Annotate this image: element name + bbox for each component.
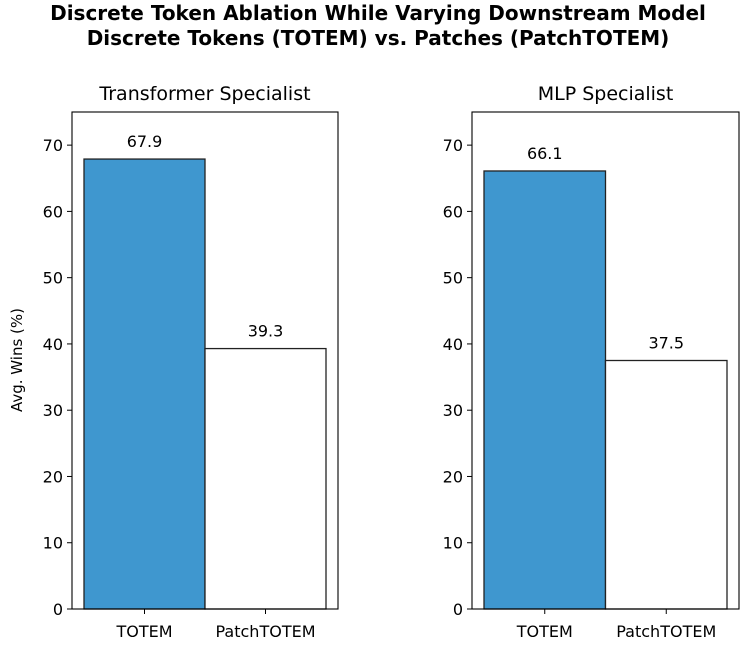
y-tick-label: 50	[443, 269, 463, 288]
x-tick-label: PatchTOTEM	[616, 622, 716, 641]
y-tick-label: 20	[43, 467, 63, 486]
data-label: 37.5	[648, 334, 684, 353]
subplot-title: MLP Specialist	[538, 83, 674, 105]
y-tick-label: 30	[443, 401, 463, 420]
y-tick-label: 0	[453, 600, 463, 619]
panel-mlp-specialist: MLP Specialist 66.1 TOTEM 37.5 PatchTOTEM 0 10…	[443, 83, 740, 641]
y-tick-label: 40	[443, 335, 463, 354]
y-tick-label: 70	[43, 136, 63, 155]
bar-patchtotem	[604, 359, 728, 610]
panel-transformer-specialist: Transformer Specialist 67.9 TOTEM 39.3 Patch…	[43, 83, 339, 641]
y-tick-label: 10	[43, 534, 63, 553]
y-tick-label: 30	[43, 401, 63, 420]
x-tick-label: PatchTOTEM	[216, 622, 316, 641]
y-tick-label: 50	[43, 269, 63, 288]
axes-frame	[71, 111, 339, 610]
y-tick-label: 10	[443, 534, 463, 553]
y-tick-label: 60	[443, 202, 463, 221]
subplot-title: Transformer Specialist	[98, 83, 310, 105]
y-tick-label: 20	[443, 467, 463, 486]
y-tick-label: 60	[43, 202, 63, 221]
data-label: 66.1	[527, 144, 563, 163]
figure-title-line1: Discrete Token Ablation While Varying Do…	[50, 1, 706, 25]
figure-title-line2: Discrete Tokens (TOTEM) vs. Patches (Pat…	[87, 26, 670, 50]
y-tick-label: 70	[443, 136, 463, 155]
x-tick-label: TOTEM	[115, 622, 172, 641]
y-tick-label: 40	[43, 335, 63, 354]
y-axis-label: Avg. Wins (%)	[8, 308, 26, 412]
bar-totem	[83, 158, 206, 610]
data-label: 39.3	[248, 322, 284, 341]
axes-frame	[471, 111, 740, 610]
bar-totem	[483, 170, 607, 610]
data-label: 67.9	[127, 132, 163, 151]
y-tick-label: 0	[53, 600, 63, 619]
x-tick-label: TOTEM	[516, 622, 573, 641]
bar-patchtotem	[204, 347, 327, 610]
